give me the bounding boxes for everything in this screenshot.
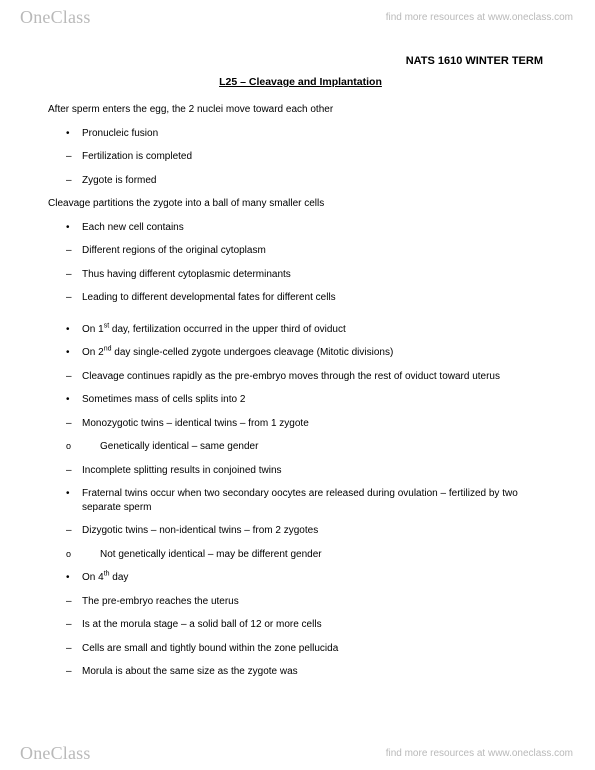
list-item: Zygote is formed	[48, 174, 553, 188]
list-item: Leading to different developmental fates…	[48, 291, 553, 305]
list-item: The pre-embryo reaches the uterus	[48, 595, 553, 609]
list-item: Is at the morula stage – a solid ball of…	[48, 618, 553, 632]
list-item: Genetically identical – same gender	[48, 440, 553, 454]
list-item: Monozygotic twins – identical twins – fr…	[48, 417, 553, 431]
brand-logo: OneClass	[20, 743, 91, 764]
list-item: Fraternal twins occur when two secondary…	[48, 487, 553, 514]
list-item: Morula is about the same size as the zyg…	[48, 665, 553, 679]
document-body: NATS 1610 WINTER TERM L25 – Cleavage and…	[48, 54, 553, 689]
list-item: Fertilization is completed	[48, 150, 553, 164]
lecture-title: L25 – Cleavage and Implantation	[48, 75, 553, 89]
list-item: Pronucleic fusion	[48, 127, 553, 141]
text: day, fertilization occurred in the upper…	[109, 324, 346, 335]
text: day	[110, 572, 129, 583]
list-item: On 1st day, fertilization occurred in th…	[48, 323, 553, 337]
list-item: Incomplete splitting results in conjoine…	[48, 464, 553, 478]
course-title: NATS 1610 WINTER TERM	[48, 54, 553, 69]
brand-logo: OneClass	[20, 7, 91, 28]
list-item: Different regions of the original cytopl…	[48, 244, 553, 258]
list-item: Thus having different cytoplasmic determ…	[48, 268, 553, 282]
text: day single-celled zygote undergoes cleav…	[111, 347, 393, 358]
text: On 2	[82, 347, 104, 358]
list-item: Each new cell contains	[48, 221, 553, 235]
list-item: On 4th day	[48, 571, 553, 585]
list-item: Cleavage continues rapidly as the pre-em…	[48, 370, 553, 384]
intro-paragraph: After sperm enters the egg, the 2 nuclei…	[48, 103, 553, 117]
list-item: Dizygotic twins – non-identical twins – …	[48, 524, 553, 538]
list-item: Cells are small and tightly bound within…	[48, 642, 553, 656]
list-item: On 2nd day single-celled zygote undergoe…	[48, 346, 553, 360]
text: On 1	[82, 324, 104, 335]
header-tagline: find more resources at www.oneclass.com	[386, 12, 573, 23]
page-footer: OneClass find more resources at www.onec…	[0, 736, 595, 770]
list-item: Sometimes mass of cells splits into 2	[48, 393, 553, 407]
list-block: On 1st day, fertilization occurred in th…	[48, 323, 553, 679]
list-item: Not genetically identical – may be diffe…	[48, 548, 553, 562]
list-block: Pronucleic fusion Fertilization is compl…	[48, 127, 553, 188]
intro-paragraph: Cleavage partitions the zygote into a ba…	[48, 197, 553, 211]
list-block: Each new cell contains Different regions…	[48, 221, 553, 305]
text: On 4	[82, 572, 104, 583]
footer-tagline: find more resources at www.oneclass.com	[386, 748, 573, 759]
page-header: OneClass find more resources at www.onec…	[0, 0, 595, 34]
